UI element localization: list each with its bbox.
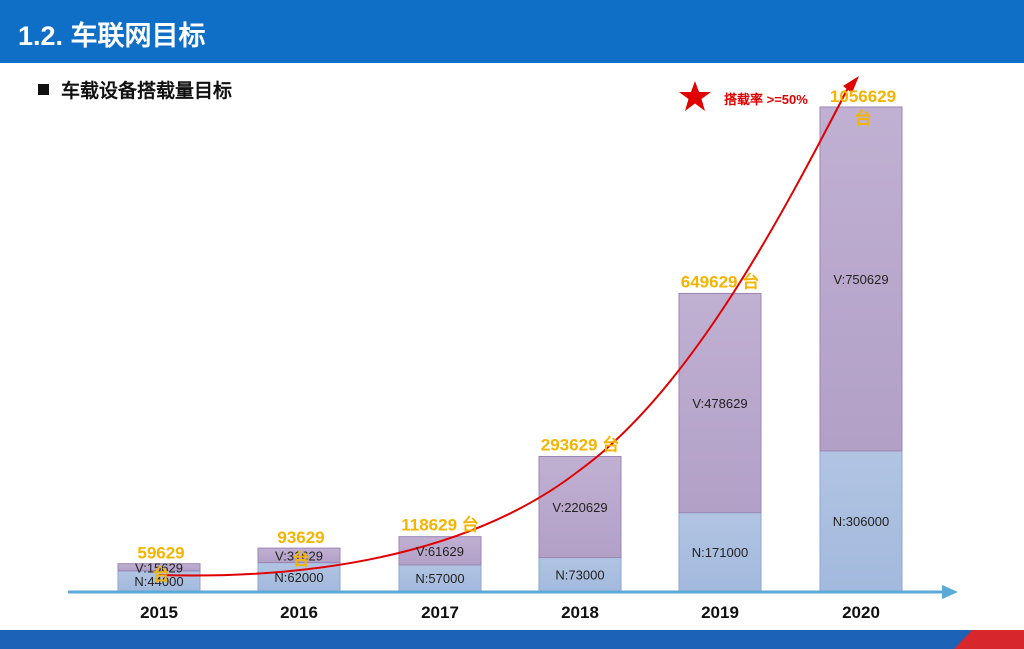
bar-n-2018: [538, 557, 622, 592]
total-label-line: 93629: [277, 528, 324, 547]
footer-band: [0, 630, 1024, 649]
total-label-2015: 59629 台: [137, 544, 184, 585]
label-v-2015: V:15629: [135, 560, 183, 575]
bar-v-2015: [117, 563, 201, 572]
section-title: 车载设备搭载量目标: [38, 76, 232, 103]
total-label-line: 台: [293, 549, 310, 569]
label-v-2019: V:478629: [692, 396, 747, 411]
label-n-2015: N:44000: [134, 574, 183, 589]
label-n-2018: N:73000: [555, 567, 604, 582]
label-n-2016: N:62000: [274, 570, 323, 585]
total-label-2016: 93629 台: [277, 528, 324, 569]
label-v-2020: V:750629: [833, 272, 888, 287]
label-n-2019: N:171000: [692, 545, 748, 560]
x-tick-2015: 2015: [140, 603, 178, 622]
total-label-line: 台: [855, 108, 872, 128]
label-n-2020: N:306000: [833, 514, 889, 529]
total-label-line: 59629: [137, 544, 184, 563]
bar-v-2019: [678, 292, 762, 514]
label-n-2017: N:57000: [415, 571, 464, 586]
x-tick-2019: 2019: [701, 603, 739, 622]
bar-v-2016: [257, 547, 341, 564]
bar-n-2019: [678, 512, 762, 592]
total-label-2020: 1056629 台: [830, 87, 896, 128]
adoption-rate-label: 搭载率 >=50%: [724, 92, 808, 107]
label-v-2018: V:220629: [552, 500, 607, 515]
total-label-2019: 649629 台: [681, 271, 759, 291]
bar-v-2020: [819, 106, 903, 452]
footer-accent: [954, 630, 1024, 649]
bar-n-2020: [819, 450, 903, 592]
total-label-2017: 118629 台: [401, 515, 479, 535]
bullet-square-icon: [38, 84, 49, 95]
growth-trend-curve: [158, 83, 851, 577]
title-bar: 1.2. 车联网目标: [0, 0, 1024, 63]
trend-arrow-icon: [843, 76, 859, 93]
label-v-2016: V:31629: [275, 548, 323, 563]
x-axis-arrow-icon: [942, 585, 958, 599]
total-label-line: 649629 台: [681, 271, 759, 291]
total-label-line: 台: [153, 565, 170, 585]
total-label-2018: 293629 台: [541, 435, 619, 455]
x-tick-2018: 2018: [561, 603, 599, 622]
bar-v-2018: [538, 456, 622, 559]
total-label-line: 293629 台: [541, 435, 619, 455]
label-v-2017: V:61629: [416, 544, 464, 559]
x-tick-2017: 2017: [421, 603, 459, 622]
total-label-line: 118629 台: [401, 515, 479, 535]
total-label-line: 1056629: [830, 87, 896, 106]
x-tick-2016: 2016: [280, 603, 318, 622]
section-title-text: 车载设备搭载量目标: [61, 81, 233, 102]
page-title: 1.2. 车联网目标: [18, 21, 206, 51]
x-tick-2020: 2020: [842, 603, 880, 622]
red-star-icon: [679, 81, 711, 111]
